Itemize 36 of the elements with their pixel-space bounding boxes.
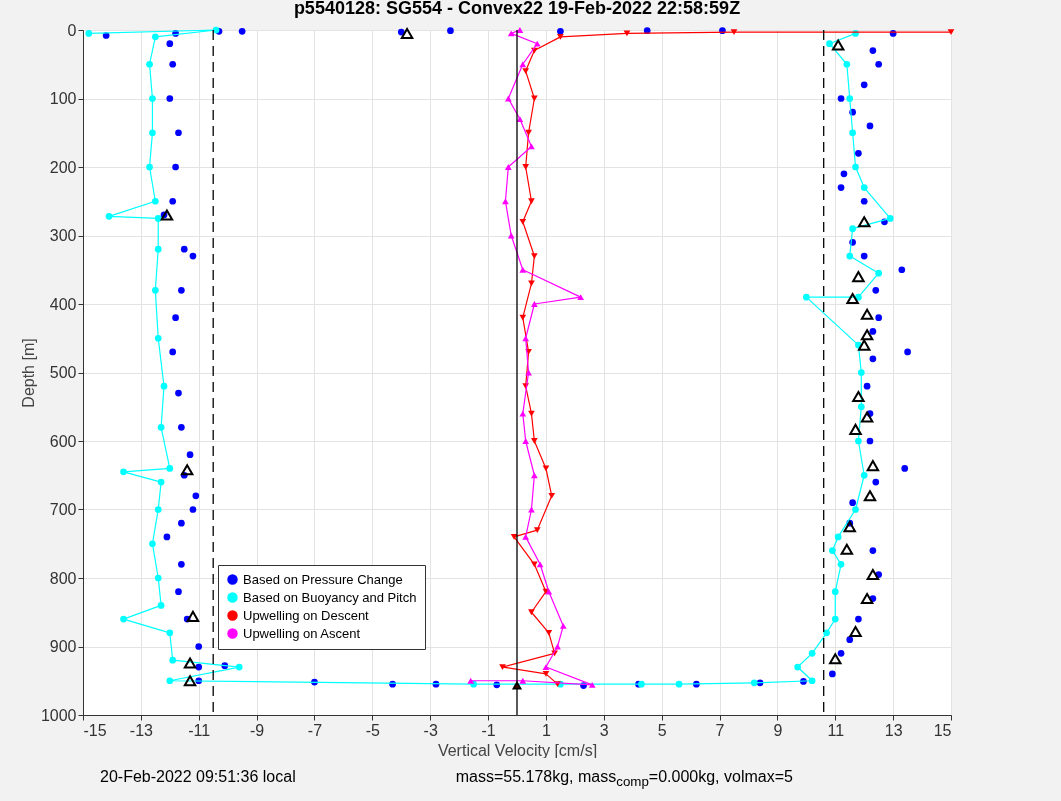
text: mass=55.178kg, mass$_{comp}$=0.000kg, volmax=5 — [455, 768, 793, 790]
x-tick-label: -5 — [365, 721, 381, 739]
chart-title: p5540128: SG554 - Convex22 19-Feb-2022 22:58:59Z — [293, 0, 741, 18]
y-tick-label: 900 — [49, 638, 77, 655]
y-axis-title: Depth [m] — [19, 338, 37, 408]
x-tick-label: 3 — [599, 721, 609, 739]
legend-label: Upwelling on Descent — [243, 607, 370, 623]
x-tick-label: -9 — [249, 721, 265, 739]
x-tick-label: -3 — [423, 721, 438, 739]
y-tick-label: 200 — [49, 158, 77, 176]
y-tick-label: 700 — [49, 501, 77, 518]
x-tick-label: 5 — [657, 721, 667, 739]
x-tick-label: -11 — [188, 721, 211, 739]
y-tick-label: 800 — [49, 569, 77, 587]
legend-label: Based on Buoyancy and Pitch — [243, 589, 417, 605]
x-tick-label: -13 — [129, 721, 154, 739]
y-tick-label: 600 — [49, 432, 77, 450]
x-tick-label: -1 — [481, 721, 496, 739]
x-tick-label: 1 — [541, 721, 551, 739]
x-tick-label: -7 — [307, 721, 323, 739]
y-tick-label: 300 — [49, 227, 77, 244]
x-tick-label: 7 — [715, 721, 725, 739]
x-axis-title: Vertical Velocity [cm/s] — [437, 741, 598, 759]
x-tick-label: 13 — [884, 721, 903, 739]
legend-label: Based on Pressure Change — [243, 571, 403, 587]
text: 20-Feb-2022 09:51:36 local — [100, 768, 296, 787]
y-tick-label: 0 — [67, 21, 77, 39]
y-tick-label: 400 — [49, 295, 77, 313]
x-tick-label: 11 — [827, 721, 845, 739]
y-tick-label: 100 — [49, 90, 77, 107]
x-tick-label: 15 — [933, 721, 952, 739]
y-tick-label: 1000 — [40, 706, 77, 724]
legend-label: Upwelling on Ascent — [243, 625, 361, 641]
y-tick-label: 500 — [49, 364, 77, 381]
x-tick-label: -15 — [83, 721, 107, 739]
x-tick-label: 9 — [773, 721, 783, 739]
